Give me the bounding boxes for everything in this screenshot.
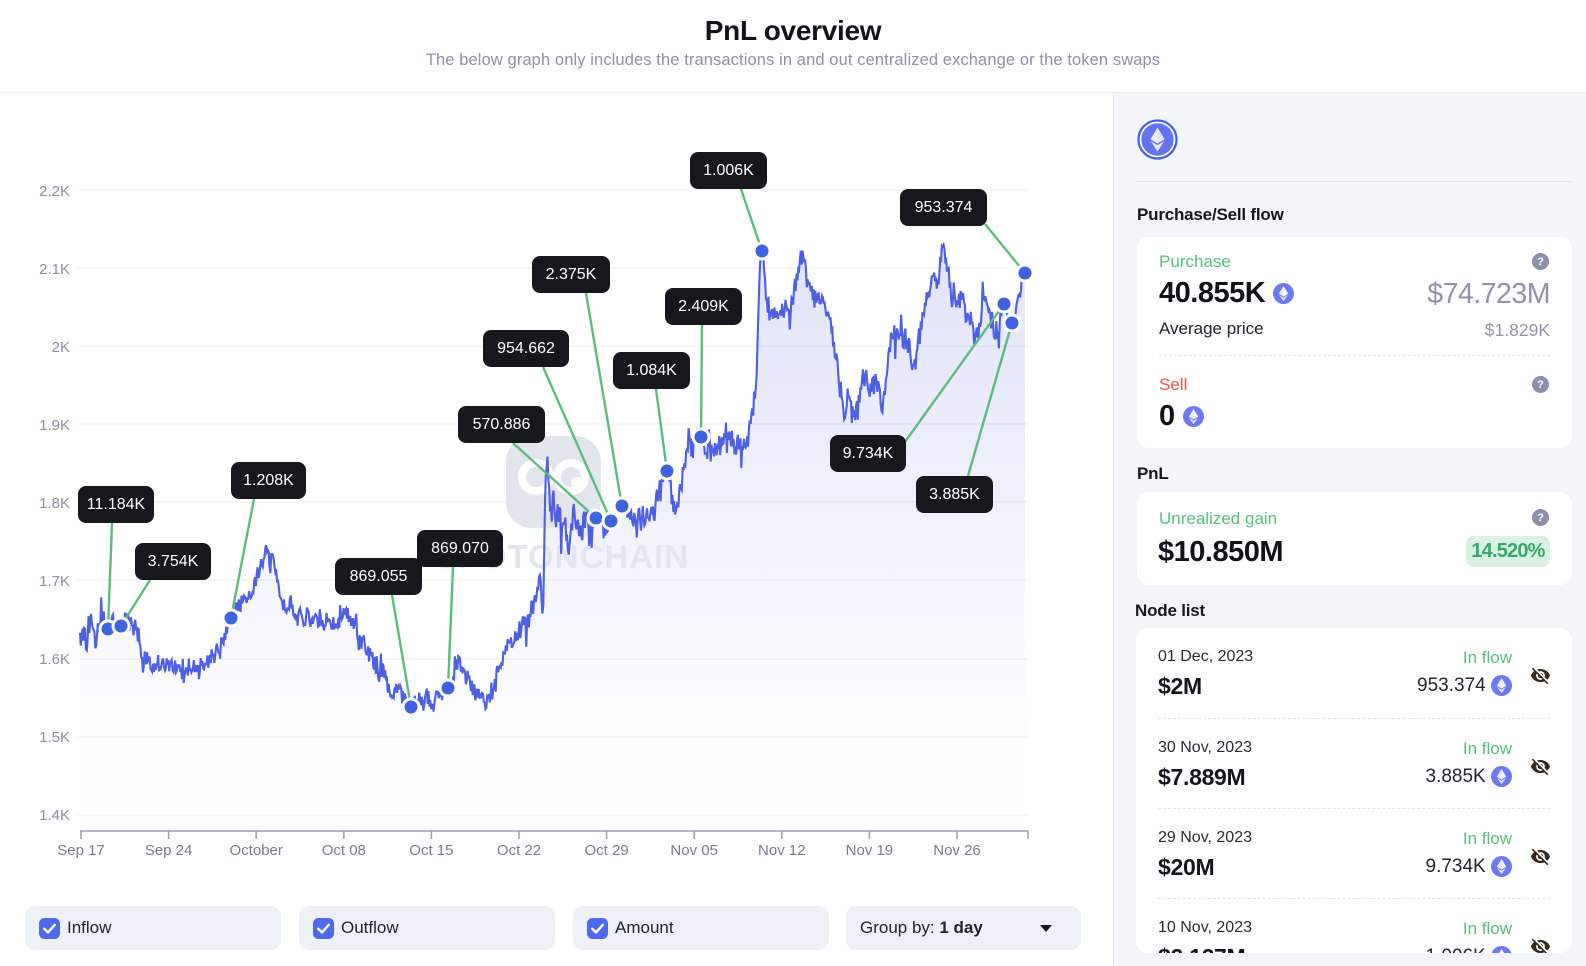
svg-text:Oct 15: Oct 15 — [409, 842, 453, 859]
svg-text:1.8K: 1.8K — [39, 495, 70, 512]
svg-text:Nov 19: Nov 19 — [846, 842, 894, 859]
svg-text:?: ? — [1537, 256, 1544, 268]
svg-text:Oct 22: Oct 22 — [497, 842, 541, 859]
svg-text:1.6K: 1.6K — [39, 651, 70, 668]
svg-text:Nov 26: Nov 26 — [933, 842, 981, 859]
svg-text:Nov 05: Nov 05 — [670, 842, 718, 859]
svg-text:Oct 08: Oct 08 — [322, 842, 366, 859]
svg-text:Nov 12: Nov 12 — [758, 842, 806, 859]
svg-text:?: ? — [1537, 379, 1544, 391]
svg-text:2.1K: 2.1K — [39, 261, 70, 278]
svg-text:Oct 29: Oct 29 — [585, 842, 629, 859]
svg-text:2.2K: 2.2K — [39, 183, 70, 200]
svg-text:?: ? — [1537, 512, 1544, 524]
svg-text:Sep 24: Sep 24 — [145, 842, 193, 859]
svg-text:1.5K: 1.5K — [39, 729, 70, 746]
svg-text:Sep 17: Sep 17 — [57, 842, 105, 859]
svg-text:2K: 2K — [52, 339, 70, 356]
svg-text:1.7K: 1.7K — [39, 573, 70, 590]
svg-text:October: October — [230, 842, 283, 859]
svg-text:1.4K: 1.4K — [39, 807, 70, 824]
svg-text:1.9K: 1.9K — [39, 417, 70, 434]
